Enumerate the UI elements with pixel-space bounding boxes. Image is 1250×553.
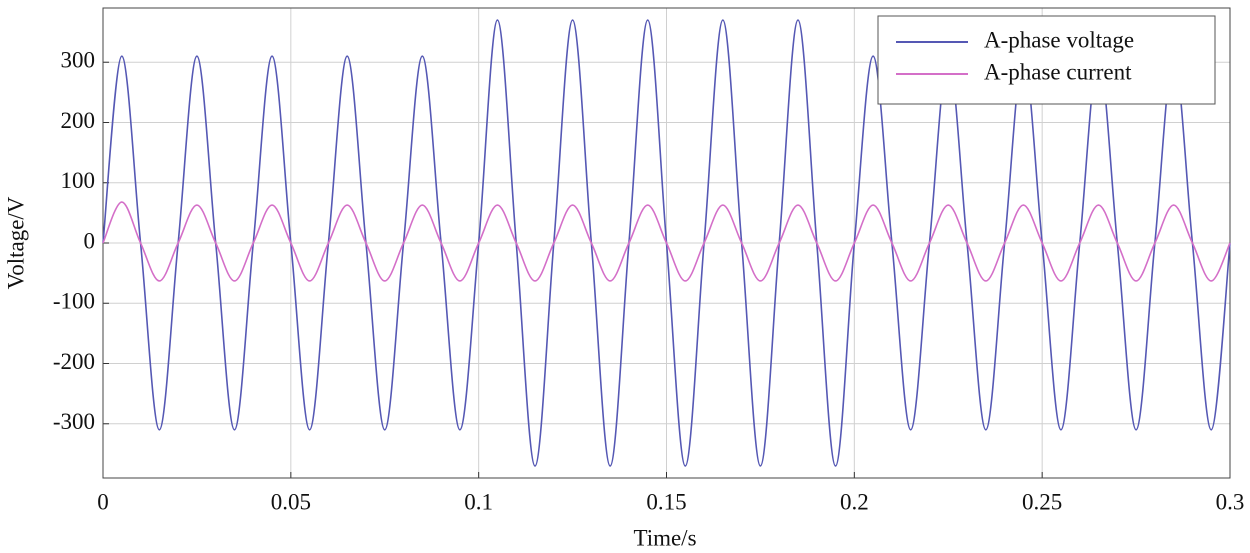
x-tick-label: 0.2 xyxy=(840,489,869,514)
x-tick-label: 0.05 xyxy=(271,489,311,514)
x-tick-label: 0.15 xyxy=(646,489,686,514)
y-tick-label: -100 xyxy=(53,289,95,314)
x-axis-label: Time/s xyxy=(633,525,696,550)
legend-label: A-phase current xyxy=(984,59,1132,84)
x-tick-label: 0.1 xyxy=(464,489,493,514)
data-line xyxy=(102,201,1231,282)
y-tick-label: 100 xyxy=(61,168,96,193)
y-tick-label: -300 xyxy=(53,409,95,434)
y-tick-label: 0 xyxy=(84,228,96,253)
y-tick-label: 200 xyxy=(61,108,96,133)
y-axis-label: Voltage/V xyxy=(3,196,28,289)
y-tick-label: 300 xyxy=(61,48,96,73)
legend: A-phase voltage A-phase current xyxy=(877,15,1216,105)
x-tick-label: 0.3 xyxy=(1216,489,1245,514)
x-tick-label: 0 xyxy=(97,489,109,514)
legend-label: A-phase voltage xyxy=(984,27,1134,52)
y-tick-label: -200 xyxy=(53,349,95,374)
x-tick-label: 0.25 xyxy=(1022,489,1062,514)
legend-box xyxy=(877,15,1216,105)
